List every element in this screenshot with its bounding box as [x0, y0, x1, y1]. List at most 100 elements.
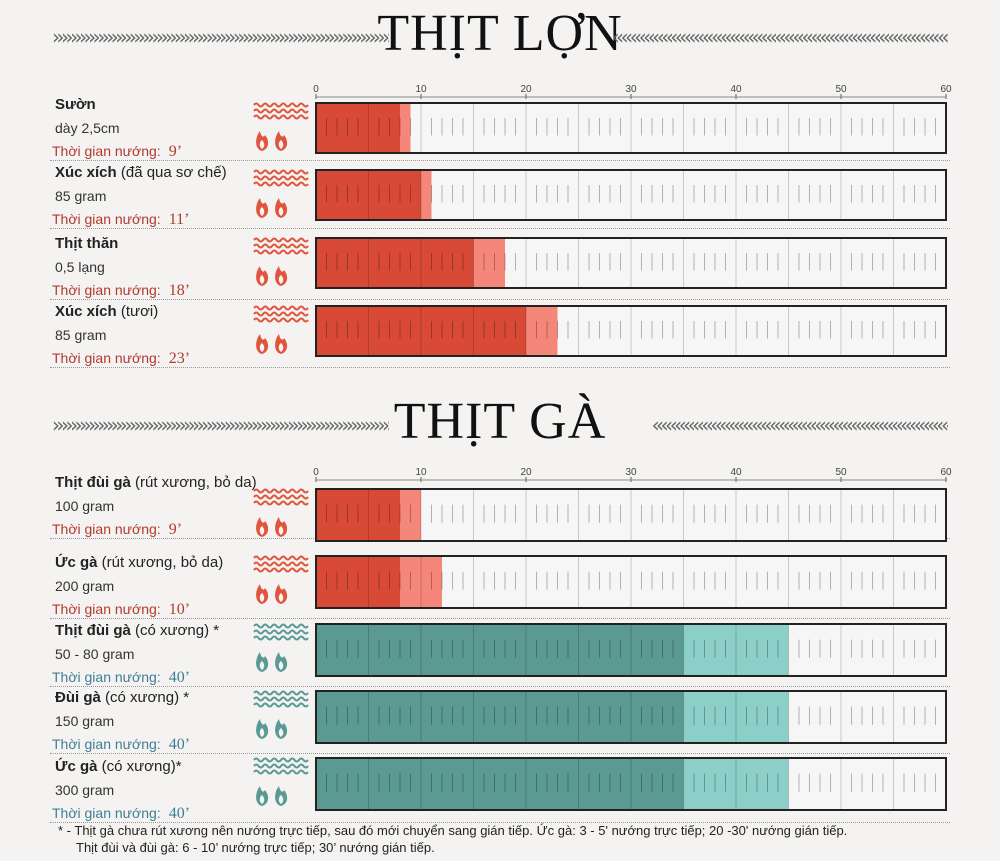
grill-time-label: Thời gian nướng: [52, 521, 161, 537]
bar-outline [315, 623, 947, 677]
item-detail: 200 gram [55, 578, 115, 594]
flame-icon [253, 237, 309, 286]
bar-indirect [683, 758, 789, 810]
row-separator [50, 686, 950, 687]
item-detail: 300 gram [55, 782, 115, 798]
axis-tick-label: 0 [313, 467, 319, 478]
bar-direct [316, 489, 400, 541]
row-separator [50, 753, 950, 754]
bar-outline [315, 237, 947, 289]
axis-tick-label: 50 [835, 467, 847, 478]
axis-tick-label: 60 [940, 84, 952, 95]
item-note: (rút xương, bỏ da) [97, 554, 224, 571]
grill-time-value: 10’ [168, 601, 191, 618]
axis-tick-label: 10 [415, 467, 427, 478]
grill-time-label: Thời gian nướng: [52, 350, 161, 366]
footnote-line-1: * - Thịt gà chưa rút xương nên nướng trự… [58, 823, 848, 838]
bar-indirect [526, 306, 558, 356]
axis-tick-label: 50 [835, 84, 847, 95]
item-name-text: Sườn [55, 96, 96, 113]
item-grill-time: Thời gian nướng: 40’ [52, 805, 190, 823]
bar-outline [315, 555, 947, 609]
row-separator [50, 618, 950, 619]
grill-time-value: 23’ [168, 350, 191, 367]
grill-time-label: Thời gian nướng: [52, 805, 161, 821]
row-separator [50, 160, 950, 161]
item-name-text: Ức gà [55, 554, 98, 571]
item-detail: 100 gram [55, 498, 115, 514]
grill-time-value: 18’ [168, 282, 191, 299]
item-name-text: Thịt thăn [55, 235, 119, 252]
chevron-divider-left: »»»»»»»»»»»»»»»»»»»»»»»»»»»»»»»»»»»»»»»» [52, 414, 389, 436]
bar-indirect [683, 691, 789, 743]
axis-tick-label: 40 [730, 84, 742, 95]
bar-indirect [421, 170, 432, 220]
item-name: Thịt thăn [55, 235, 118, 252]
item-grill-time: Thời gian nướng: 40’ [52, 669, 190, 687]
item-name: Thịt đùi gà (rút xương, bỏ da) [55, 474, 257, 491]
flame-icon [253, 169, 309, 218]
flame-icon [253, 305, 309, 354]
axis-tick-label: 20 [520, 467, 532, 478]
axis-tick-label: 20 [520, 84, 532, 95]
item-detail: 50 - 80 gram [55, 646, 135, 662]
axis-tick-label: 10 [415, 84, 427, 95]
bar-direct [316, 306, 526, 356]
item-grill-time: Thời gian nướng: 10’ [52, 601, 190, 619]
flame-icon [253, 102, 309, 151]
section-title-chicken: THỊT GÀ [393, 393, 607, 450]
bar-direct [316, 556, 400, 608]
chevron-divider-right: «««««««««««««««««««««««««««««««««««««««« [652, 414, 948, 436]
grill-time-value: 9’ [168, 143, 183, 160]
bar-indirect [400, 556, 442, 608]
flame-icon [253, 555, 309, 604]
item-name-text: Thịt đùi gà [55, 622, 131, 639]
item-grill-time: Thời gian nướng: 18’ [52, 282, 190, 300]
axis-tick-label: 30 [625, 467, 637, 478]
bar-direct [316, 170, 421, 220]
bar-outline [315, 102, 947, 154]
bar-indirect [400, 489, 421, 541]
axis-tick-label: 40 [730, 467, 742, 478]
row-separator [50, 822, 950, 823]
axis-tick-label: 0 [313, 84, 319, 95]
grill-time-label: Thời gian nướng: [52, 669, 161, 685]
bar-outline [315, 757, 947, 811]
grill-time-label: Thời gian nướng: [52, 601, 161, 617]
item-grill-time: Thời gian nướng: 23’ [52, 350, 190, 368]
item-detail: 85 gram [55, 188, 107, 204]
item-name: Sườn [55, 96, 96, 113]
item-note: (có xương)* [97, 758, 182, 775]
item-name-text: Xúc xích [55, 164, 117, 181]
bar-direct [316, 691, 684, 743]
bar-indirect [400, 103, 411, 153]
item-detail: 85 gram [55, 327, 107, 343]
item-name: Ức gà (có xương)* [55, 758, 182, 775]
item-name: Xúc xích (tươi) [55, 303, 158, 320]
item-detail: dày 2,5cm [55, 120, 120, 136]
bar-direct [316, 103, 400, 153]
item-name-text: Ức gà [55, 758, 98, 775]
grill-time-value: 40’ [168, 736, 191, 753]
row-separator [50, 367, 950, 368]
item-grill-time: Thời gian nướng: 40’ [52, 736, 190, 754]
item-name-text: Thịt đùi gà [55, 474, 131, 491]
item-note: (rút xương, bỏ da) [130, 474, 257, 491]
item-name-text: Đùi gà [55, 689, 101, 706]
item-note: (có xương) * [100, 689, 190, 706]
section-title-pork: THỊT LỢN [377, 5, 623, 62]
axis-tick-label: 60 [940, 467, 952, 478]
steam-icon [253, 623, 309, 672]
item-grill-time: Thời gian nướng: 9’ [52, 521, 182, 539]
row-separator [50, 228, 950, 229]
bar-direct [316, 624, 684, 676]
item-name: Thịt đùi gà (có xương) * [55, 622, 219, 639]
grill-time-value: 40’ [168, 669, 191, 686]
chevron-divider-left: »»»»»»»»»»»»»»»»»»»»»»»»»»»»»»»»»»»»»»»» [52, 26, 389, 48]
bar-direct [316, 758, 684, 810]
grill-time-label: Thời gian nướng: [52, 211, 161, 227]
bar-outline [315, 169, 947, 221]
row-separator [50, 299, 950, 300]
steam-icon [253, 757, 309, 806]
